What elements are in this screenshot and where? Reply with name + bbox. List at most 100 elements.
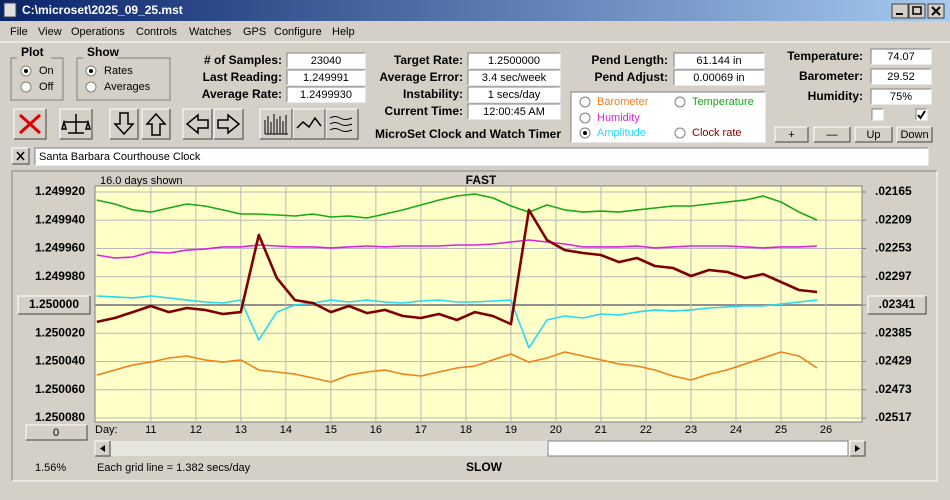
push-button[interactable] — [897, 127, 932, 142]
bevel-dark — [673, 69, 764, 85]
bevel-dark — [915, 108, 927, 120]
radio-button[interactable] — [85, 81, 97, 93]
radio-label[interactable]: On — [39, 65, 54, 77]
x-tick-label: 20 — [550, 424, 562, 436]
center-button[interactable] — [18, 296, 90, 314]
close-glyph — [931, 6, 941, 16]
y-tick-label: 1.249960 — [35, 241, 85, 255]
bevel-light — [213, 108, 243, 139]
scroll-thumb[interactable] — [547, 440, 849, 457]
bevel-light — [854, 126, 892, 142]
bevel-dark — [286, 69, 365, 85]
bevel-dark — [673, 52, 764, 68]
radio-button[interactable] — [20, 81, 32, 93]
bevel-dark — [110, 109, 139, 140]
legend-label[interactable]: Humidity — [597, 112, 640, 124]
menu-item[interactable]: Controls — [136, 26, 177, 38]
field-value: 1.2499930 — [300, 89, 352, 101]
radio-dot — [24, 69, 28, 73]
bevel-light — [468, 87, 561, 103]
field-value: 61.144 in — [696, 55, 741, 67]
menu-item[interactable]: Configure — [274, 26, 322, 38]
radio-label[interactable]: Rates — [104, 65, 133, 77]
y-tick-label: 1.250040 — [35, 354, 85, 368]
bevel-light — [109, 108, 138, 139]
y2-tick-label: .02209 — [875, 212, 912, 226]
field-label: Target Rate: — [394, 53, 463, 67]
legend-label[interactable]: Barometer — [597, 96, 649, 108]
legend-label[interactable]: Amplitude — [597, 127, 646, 139]
y-tick-label: 1.250000 — [29, 297, 79, 311]
push-button[interactable] — [775, 127, 808, 142]
bevel-dark — [286, 86, 365, 102]
field-box — [468, 104, 560, 119]
x-tick-label: 11 — [145, 424, 156, 436]
bevel-light — [25, 424, 87, 440]
menu-item[interactable]: Help — [332, 26, 355, 38]
x-tick-label: 23 — [685, 424, 697, 436]
bevel-dark — [870, 48, 931, 64]
bevel-light — [867, 295, 926, 314]
bevel-light — [17, 295, 90, 314]
legend-label[interactable]: Temperature — [692, 96, 754, 108]
bevel-light — [468, 53, 561, 69]
field-box — [871, 69, 931, 84]
legend-label[interactable]: Clock rate — [692, 127, 742, 139]
push-button[interactable] — [814, 127, 850, 142]
field-value: 74.07 — [887, 51, 915, 63]
y2-tick-label: .02385 — [875, 325, 912, 339]
radio-button[interactable] — [674, 127, 686, 139]
bevel-light — [774, 126, 808, 142]
radio-button[interactable] — [579, 112, 591, 124]
x-tick-label: 21 — [595, 424, 607, 436]
bevel-dark — [14, 109, 47, 140]
toolbar-button[interactable] — [326, 109, 358, 139]
icon-wave — [296, 116, 322, 129]
checkbox — [916, 109, 927, 120]
field-value: 1.2500000 — [488, 55, 540, 67]
field-box — [871, 89, 931, 104]
offset-button[interactable] — [26, 425, 87, 440]
radio-button[interactable] — [579, 96, 591, 108]
menu-item[interactable]: Operations — [71, 26, 125, 38]
group-title-bg — [83, 51, 117, 63]
field-box — [674, 70, 764, 85]
x-axis-label: Day: — [95, 424, 118, 436]
push-button[interactable] — [855, 127, 892, 142]
icon-right — [217, 113, 241, 135]
field-label: Pend Length: — [591, 53, 668, 67]
minimize-button[interactable] — [891, 3, 909, 19]
bevel-light — [287, 53, 366, 69]
series-line — [96, 295, 818, 349]
maximize-button[interactable] — [908, 3, 926, 19]
checkbox — [872, 109, 883, 120]
legend-box — [571, 92, 765, 142]
icon-lines — [329, 116, 353, 132]
bevel-dark — [871, 108, 883, 120]
menu-item[interactable]: File — [10, 26, 28, 38]
clock-name[interactable]: Santa Barbara Courthouse Clock — [39, 151, 201, 163]
radio-label[interactable]: Off — [39, 81, 54, 93]
radio-button[interactable] — [674, 96, 686, 108]
bevel-dark — [870, 88, 931, 104]
field-value: 23040 — [311, 55, 342, 67]
bevel-dark — [12, 148, 30, 165]
menu-item[interactable]: Watches — [189, 26, 232, 38]
bevel-dark — [868, 296, 927, 315]
icon-balance — [61, 114, 91, 134]
y-tick-label: 1.250020 — [35, 325, 85, 339]
bevel-dark — [897, 127, 933, 143]
center-button[interactable] — [868, 296, 926, 314]
icon-down — [113, 112, 135, 136]
y2-tick-label: .02341 — [879, 297, 916, 311]
bevel-light — [871, 49, 932, 65]
menu-item[interactable]: View — [38, 26, 62, 38]
group-title: Plot — [21, 45, 44, 59]
bevel-dark — [850, 441, 866, 457]
menu-item[interactable]: GPS — [243, 26, 266, 38]
series-line — [96, 239, 818, 259]
bevel-light — [12, 171, 938, 482]
radio-label[interactable]: Averages — [104, 81, 151, 93]
